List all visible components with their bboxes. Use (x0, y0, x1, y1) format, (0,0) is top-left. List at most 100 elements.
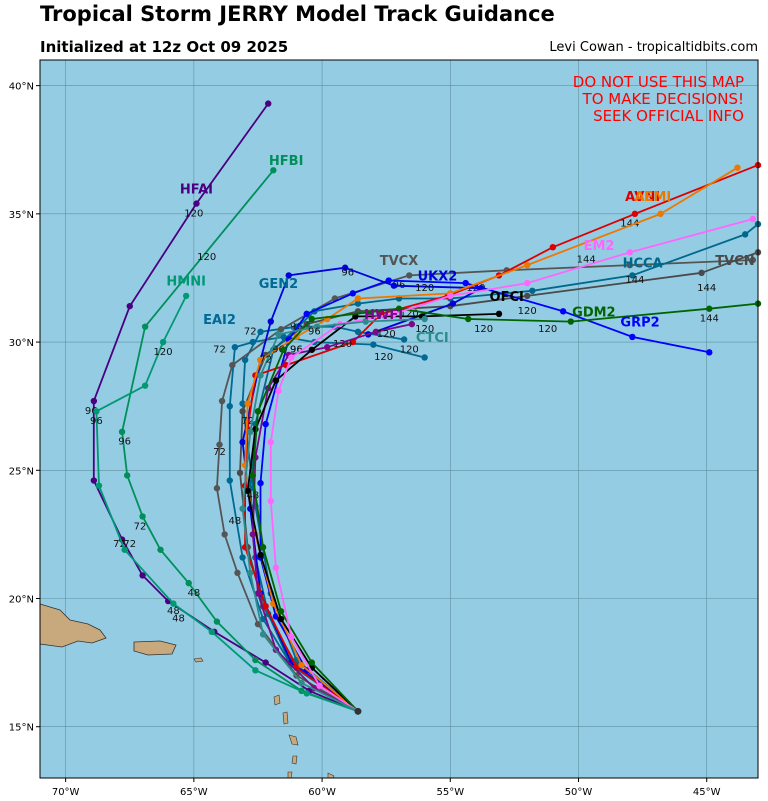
track-point (216, 441, 223, 448)
track-point (354, 300, 362, 307)
warning-line-3: SEEK OFFICIAL INFO (593, 107, 744, 125)
track-line (244, 166, 738, 712)
warning-line-2: TO MAKE DECISIONS! (582, 90, 744, 108)
track-point (252, 667, 259, 674)
track-point (259, 631, 267, 638)
track-point (706, 349, 713, 356)
track-point (247, 569, 254, 577)
track-point (257, 356, 264, 364)
track-point (254, 590, 262, 597)
forecast-hour-label: 144 (620, 219, 639, 230)
initial-position-marker (354, 707, 362, 715)
track-point (226, 477, 233, 484)
warning-text: DO NOT USE THIS MAP TO MAKE DECISIONS! S… (573, 73, 744, 125)
track-point (221, 531, 228, 538)
model-label-ofci: OFCI (490, 290, 524, 305)
forecast-hour-label: 120 (377, 329, 396, 340)
model-label-ukx2: UKX2 (418, 270, 458, 285)
forecast-hour-label: 96 (308, 326, 321, 337)
model-label-avni: AVNI (625, 190, 660, 205)
track-point (267, 497, 274, 505)
track-point (234, 569, 241, 577)
lat-tick-label: 25°N (9, 466, 34, 477)
track-point (313, 323, 321, 330)
forecast-hour-label: 72 (213, 447, 226, 458)
forecast-hour-label: 120 (415, 324, 434, 335)
track-point (298, 679, 305, 687)
track-point (354, 328, 362, 336)
forecast-hour-label: 96 (341, 267, 354, 278)
model-label-hwfi: HWFI (364, 308, 403, 323)
track-point (749, 256, 757, 264)
model-labels: HFAI HFBI HMNI EAI2 GEN2 TVCX TVCN HCCA GRP2 UKX2… (166, 154, 754, 346)
track-point (741, 231, 749, 238)
track-point (275, 387, 282, 394)
model-label-hcca: HCCA (623, 257, 663, 272)
track-point (706, 305, 713, 312)
forecast-hour-label: 144 (697, 283, 716, 294)
track-point (288, 633, 295, 641)
track-point (170, 600, 177, 607)
forecast-hour-label: 120 (538, 324, 557, 335)
track-point (277, 326, 285, 333)
model-label-hmni: HMNI (166, 275, 206, 290)
track-point (247, 428, 254, 436)
track-point (288, 354, 295, 361)
track-point (400, 336, 408, 343)
forecast-hour-label: 120 (154, 347, 173, 358)
track-point (524, 279, 531, 287)
forecast-hour-label: 48 (172, 614, 185, 625)
track-point (254, 408, 262, 415)
track-point (95, 482, 103, 489)
track-point (93, 408, 100, 415)
track-point (218, 397, 226, 405)
forecast-hour-label: 120 (474, 324, 493, 335)
track-point (749, 215, 757, 223)
virgin-islands-land (193, 657, 204, 663)
track-point (303, 310, 310, 318)
forecast-hour-label: 144 (577, 255, 596, 266)
map-credit: Levi Cowan - tropicaltidbits.com (549, 40, 758, 55)
track-point (90, 397, 98, 405)
track-point (421, 354, 428, 361)
track-point (277, 608, 285, 615)
forecast-hour-label: 48 (229, 516, 242, 527)
track-point (280, 346, 287, 353)
track-point (213, 485, 221, 492)
track-em2: 144 (267, 215, 757, 713)
track-point (406, 272, 413, 279)
track-point (239, 438, 246, 446)
track-point (303, 690, 310, 697)
track-point (239, 408, 246, 415)
track-point (241, 356, 249, 364)
lon-tick-label: 55°W (436, 787, 464, 798)
track-point (308, 315, 316, 323)
track-point (226, 402, 233, 410)
track-point (257, 328, 264, 336)
track-point (121, 546, 128, 553)
track-point (270, 167, 277, 174)
track-point (390, 282, 398, 289)
track-point (529, 287, 536, 294)
track-point (254, 620, 262, 628)
lon-tick-label: 65°W (180, 787, 208, 798)
forecast-hour-label: 120 (518, 306, 537, 317)
forecast-hour-label: 120 (197, 252, 216, 263)
track-point (252, 656, 259, 664)
track-point (698, 269, 705, 277)
track-point (90, 477, 98, 484)
forecast-hour-label: 96 (90, 416, 103, 427)
track-point (141, 323, 149, 330)
lon-tick-label: 70°W (52, 787, 80, 798)
track-point (141, 382, 149, 389)
track-point (447, 292, 454, 300)
lesser-antilles-land (273, 694, 335, 779)
forecast-hour-label: 72 (213, 344, 226, 355)
forecast-hour-label: 96 (290, 321, 303, 332)
lon-tick-label: 50°W (565, 787, 593, 798)
model-label-tvcx: TVCX (380, 254, 419, 269)
model-label-ctci: CTCI (416, 331, 449, 346)
track-point (157, 546, 164, 553)
track-point (257, 479, 264, 487)
